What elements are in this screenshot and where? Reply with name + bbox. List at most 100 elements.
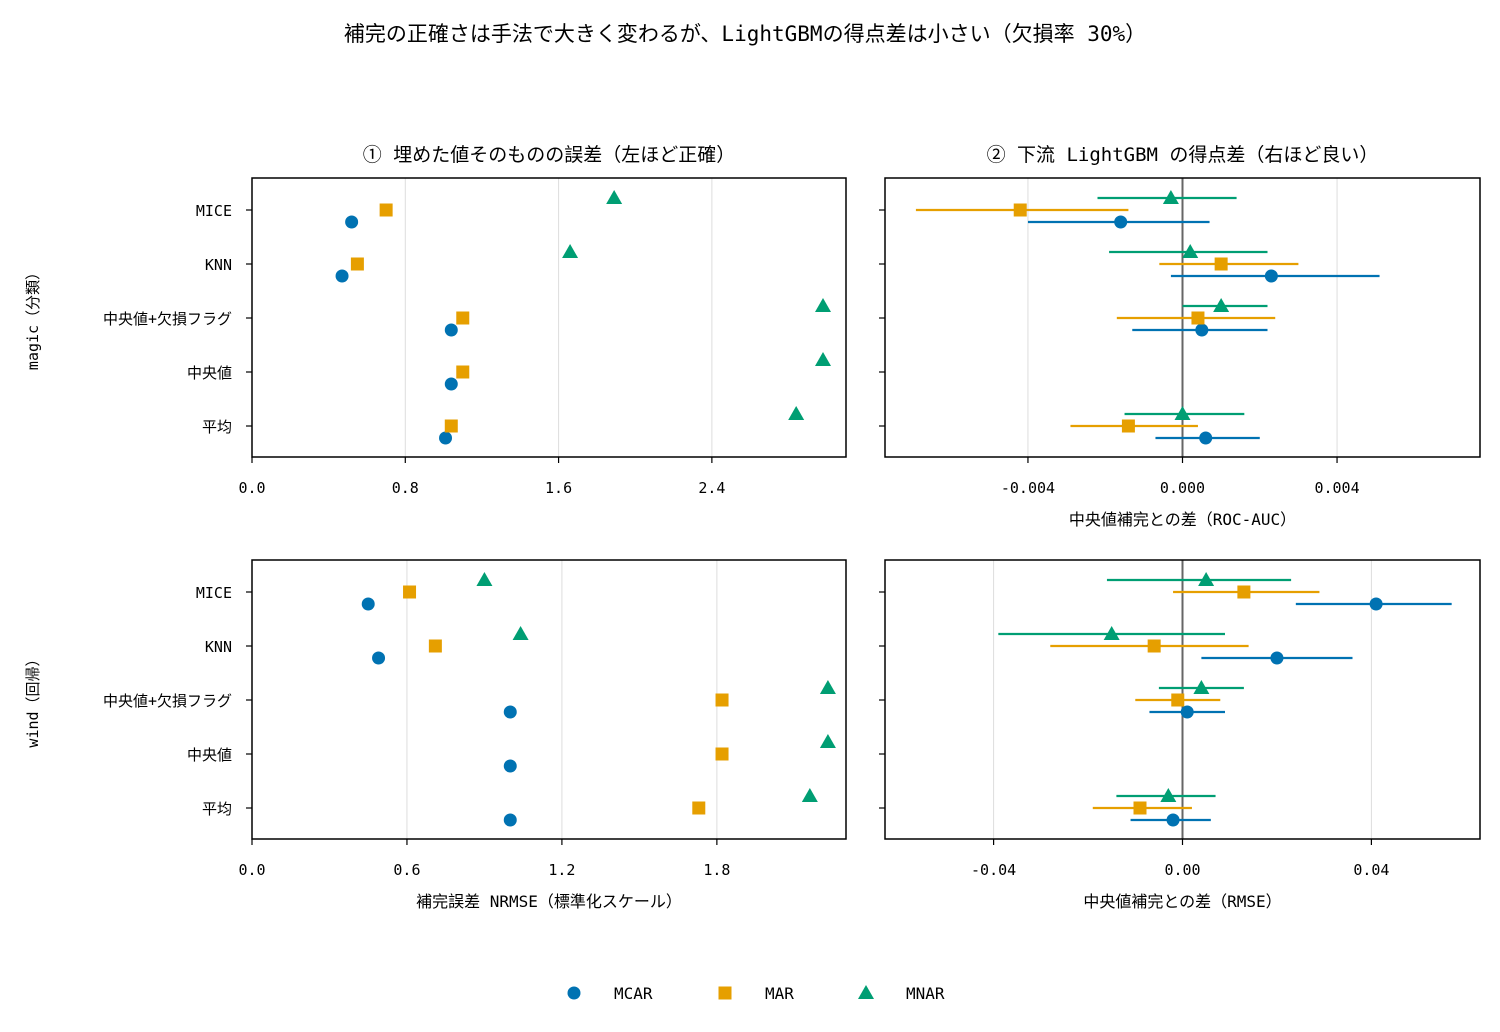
panel-magic-diff: -0.004 0.000 0.004 ② 下流 LightGBM の得点差（右ほど良い… <box>879 144 1481 529</box>
data-point <box>1182 244 1199 258</box>
data-point <box>801 788 818 802</box>
x-tick-label: 1.6 <box>545 479 572 497</box>
x-tick-label: 1.2 <box>548 861 575 879</box>
data-point <box>345 215 359 229</box>
data-point <box>815 298 832 312</box>
x-tick-label: 0.0 <box>238 479 265 497</box>
data-point <box>692 801 706 815</box>
x-tick-label: 0.04 <box>1353 861 1389 879</box>
data-point <box>1198 572 1215 586</box>
data-point <box>1162 190 1179 204</box>
series-mar <box>915 203 1299 433</box>
data-point <box>372 651 386 665</box>
data-point <box>1193 680 1210 694</box>
data-point <box>715 693 729 707</box>
data-point <box>1121 419 1135 433</box>
legend-marker-mnar <box>858 985 874 999</box>
x-axis-label: 中央値補完との差（ROC-AUC） <box>1069 510 1296 529</box>
x-tick-label: 0.000 <box>1160 479 1205 497</box>
data-point <box>1213 298 1230 312</box>
y-tick-label: 平均 <box>202 800 232 818</box>
legend-marker-mcar <box>567 986 581 1000</box>
data-point <box>444 377 458 391</box>
axes-frame <box>251 177 847 458</box>
data-point <box>361 597 375 611</box>
series-mcar <box>335 215 458 445</box>
data-point <box>512 626 529 640</box>
data-point <box>1174 406 1191 420</box>
series-mar <box>403 585 729 815</box>
data-point <box>1147 639 1161 653</box>
series-mnar <box>476 572 836 802</box>
data-point <box>819 680 836 694</box>
y-tick-label: 中央値 <box>187 364 232 382</box>
panel-title: ② 下流 LightGBM の得点差（右ほど良い） <box>987 144 1379 166</box>
data-point <box>428 639 442 653</box>
data-point <box>335 269 349 283</box>
series-mcar <box>361 597 517 827</box>
legend-label-mar: MAR <box>765 984 794 1003</box>
x-tick-label: 1.8 <box>703 861 730 879</box>
x-tick-label: -0.04 <box>971 861 1016 879</box>
series-mnar <box>1097 190 1268 420</box>
figure-title: 補完の正確さは手法で大きく変わるが、LightGBMの得点差は小さい（欠損率 3… <box>344 22 1146 46</box>
data-point <box>788 406 805 420</box>
data-point <box>1270 651 1284 665</box>
series-mar <box>1050 585 1320 815</box>
data-point <box>606 190 623 204</box>
panel-wind-diff: -0.04 0.00 0.04 中央値補完との差（RMSE） <box>879 559 1481 911</box>
data-point <box>1114 215 1128 229</box>
data-point <box>503 759 517 773</box>
data-point <box>503 813 517 827</box>
y-tick-label: MICE <box>196 202 232 220</box>
data-point <box>379 203 393 217</box>
data-point <box>444 419 458 433</box>
axes-frame <box>251 559 847 840</box>
y-tick-label: KNN <box>205 638 232 656</box>
data-point <box>503 705 517 719</box>
legend-marker-mar <box>718 986 732 1000</box>
data-point <box>1191 311 1205 325</box>
x-tick-label: -0.004 <box>1001 479 1055 497</box>
y-tick-label: 平均 <box>202 418 232 436</box>
x-tick-label: 0.6 <box>393 861 420 879</box>
y-tick-label: 中央値+欠損フラグ <box>103 692 232 710</box>
x-tick-label: 0.00 <box>1164 861 1200 879</box>
x-tick-label: 0.8 <box>392 479 419 497</box>
x-tick-label: 2.4 <box>698 479 725 497</box>
data-point <box>439 431 453 445</box>
series-mcar <box>1130 597 1452 827</box>
panel-title: ① 埋めた値そのものの誤差（左ほど正確） <box>363 144 735 166</box>
data-point <box>1199 431 1213 445</box>
data-point <box>1160 788 1177 802</box>
data-point <box>1013 203 1027 217</box>
y-tick-label: MICE <box>196 584 232 602</box>
x-axis-label: 補完誤差 NRMSE（標準化スケール） <box>416 892 682 911</box>
legend: MCAR MAR MNAR <box>567 984 945 1003</box>
data-point <box>350 257 364 271</box>
y-tick-label: 中央値+欠損フラグ <box>103 310 232 328</box>
data-point <box>1237 585 1251 599</box>
x-axis-label: 中央値補完との差（RMSE） <box>1083 892 1281 911</box>
x-tick-label: 0.0 <box>238 861 265 879</box>
y-axis-label: wind（回帰） <box>24 651 42 747</box>
data-point <box>815 352 832 366</box>
data-point <box>1133 801 1147 815</box>
data-point <box>1171 693 1185 707</box>
data-point <box>403 585 417 599</box>
data-point <box>1214 257 1228 271</box>
legend-label-mcar: MCAR <box>614 984 653 1003</box>
y-tick-label: 中央値 <box>187 746 232 764</box>
data-point <box>1264 269 1278 283</box>
data-point <box>476 572 493 586</box>
data-point <box>1166 813 1180 827</box>
data-point <box>562 244 579 258</box>
data-point <box>1195 323 1209 337</box>
data-point <box>1180 705 1194 719</box>
y-tick-label: KNN <box>205 256 232 274</box>
series-mnar <box>562 190 832 420</box>
